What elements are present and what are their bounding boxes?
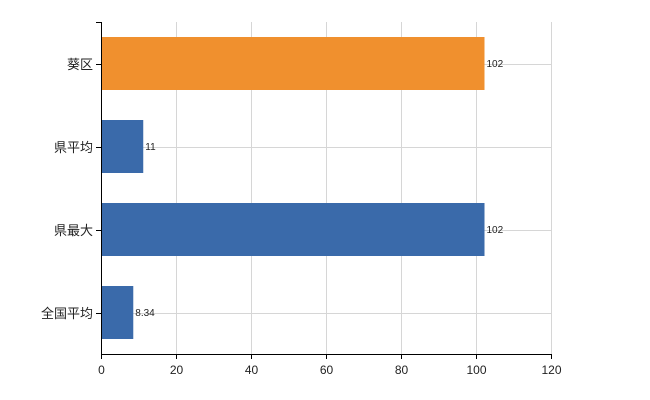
x-tick-label-6: 120 [541,363,561,377]
category-label-2: 県最大 [54,224,93,239]
x-tick-label-1: 20 [170,363,184,377]
data-label-1: 11 [145,142,156,153]
category-label-1: 県平均 [54,141,93,156]
x-tick-label-5: 100 [466,363,486,377]
bar-0 [102,37,485,90]
bar-3 [102,286,134,339]
data-label-0: 102 [487,59,504,70]
data-label-3: 8.34 [135,308,155,319]
category-label-3: 全国平均 [41,306,93,322]
data-label-2: 102 [487,225,504,236]
x-tick-label-4: 80 [395,363,409,377]
x-tick-label-2: 40 [245,363,259,377]
bar-1 [102,120,144,173]
x-tick-label-3: 60 [320,363,334,377]
bar-2 [102,203,485,256]
x-tick-label-0: 0 [98,363,105,377]
category-label-0: 葵区 [67,58,93,73]
